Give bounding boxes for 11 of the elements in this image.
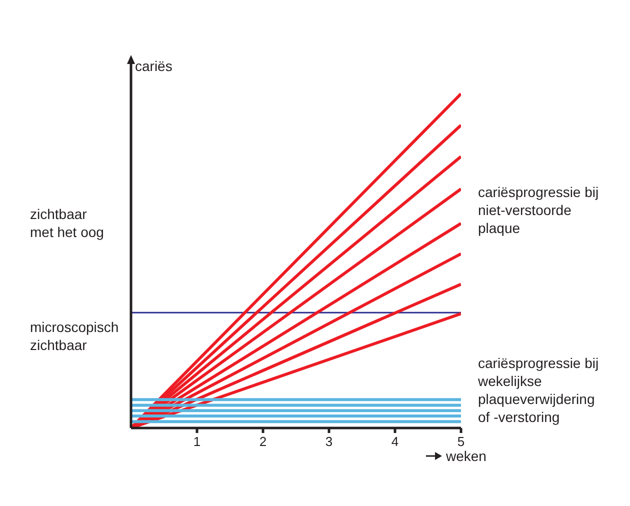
x-axis-title: weken (446, 448, 486, 464)
x-tick-label: 2 (259, 434, 267, 450)
y-axis-title: cariës (135, 58, 172, 74)
text: cariësprogressie bij niet-verstoorde plaque (478, 183, 600, 237)
x-tick-label: 5 (457, 434, 465, 450)
x-tick-label: 1 (193, 434, 201, 450)
text: cariësprogressie bij wekelijkse plaqueverwijdering of -verstoring (478, 354, 600, 426)
x-tick-label: 3 (325, 434, 333, 450)
x-tick-label: 4 (391, 434, 399, 450)
text: microscopisch zichtbaar (30, 318, 120, 354)
text: zichtbaar met het oog (30, 205, 105, 241)
